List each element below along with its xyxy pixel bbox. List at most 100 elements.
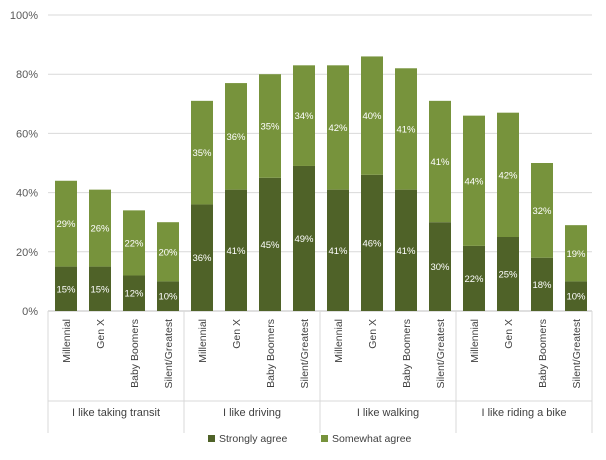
- group-label: I like driving: [223, 407, 281, 419]
- bar-segment: [497, 112, 519, 237]
- data-label: 10%: [566, 292, 586, 303]
- category-label: Baby Boomers: [129, 319, 141, 388]
- bar-segment: [361, 56, 383, 175]
- data-label: 40%: [362, 111, 382, 122]
- bar-segment: [55, 180, 77, 267]
- category-label: Baby Boomers: [265, 319, 277, 388]
- category-label: Millennial: [197, 319, 209, 363]
- legend-swatch: [208, 435, 215, 442]
- bar-segment: [89, 189, 111, 267]
- category-label: Baby Boomers: [401, 319, 413, 388]
- data-label: 10%: [158, 292, 178, 303]
- bar-segment: [55, 266, 77, 311]
- bar-segment: [463, 115, 485, 246]
- category-label: Millennial: [333, 319, 345, 363]
- y-tick-label: 40%: [16, 188, 38, 200]
- bar-segment: [191, 100, 213, 205]
- bar-segment: [565, 225, 587, 282]
- group-label: I like riding a bike: [482, 407, 567, 419]
- data-label: 36%: [226, 132, 246, 143]
- y-axis-tick-labels: 0% 20% 40% 60% 80% 100%: [10, 10, 38, 318]
- data-label: 29%: [56, 219, 76, 230]
- data-label: 41%: [226, 246, 246, 257]
- bar-segment: [463, 245, 485, 311]
- data-label: 41%: [396, 124, 416, 135]
- bar-segment: [123, 210, 145, 276]
- category-label: Silent/Greatest: [571, 319, 583, 389]
- bars: [55, 56, 587, 311]
- bar-segment: [565, 281, 587, 311]
- bar-segment: [259, 177, 281, 311]
- data-label: 41%: [396, 246, 416, 257]
- data-label: 32%: [532, 206, 552, 217]
- bar-segment: [327, 65, 349, 190]
- y-tick-label: 80%: [16, 69, 38, 81]
- data-label: 22%: [124, 238, 144, 249]
- data-label: 12%: [124, 289, 144, 300]
- y-tick-label: 100%: [10, 10, 38, 22]
- bar-segment: [293, 65, 315, 166]
- bar-segment: [157, 222, 179, 282]
- data-labels: 15% 15% 12% 10% 36% 41% 45% 49% 41% 46% 41% 30% 22% 2…: [56, 111, 586, 303]
- data-label: 19%: [566, 249, 586, 260]
- category-label: Gen X: [231, 319, 243, 349]
- data-label: 25%: [498, 270, 518, 281]
- data-label: 41%: [430, 157, 450, 168]
- legend-swatch: [321, 435, 328, 442]
- bar-segment: [531, 163, 553, 258]
- legend-label: Strongly agree: [219, 433, 287, 445]
- group-label: I like walking: [357, 407, 419, 419]
- legend: Strongly agree Somewhat agree: [208, 433, 412, 445]
- legend-label: Somewhat agree: [332, 433, 412, 445]
- bar-segment: [327, 189, 349, 311]
- data-label: 44%: [464, 176, 484, 187]
- category-label: Millennial: [469, 319, 481, 363]
- data-label: 42%: [498, 170, 518, 181]
- y-tick-label: 0%: [22, 306, 38, 318]
- data-label: 34%: [294, 111, 314, 122]
- category-label: Baby Boomers: [537, 319, 549, 388]
- data-label: 30%: [430, 262, 450, 273]
- data-label: 18%: [532, 280, 552, 291]
- bar-segment: [157, 281, 179, 311]
- group-label: I like taking transit: [72, 407, 160, 419]
- data-label: 15%: [90, 284, 110, 295]
- bar-segment: [429, 222, 451, 311]
- data-label: 15%: [56, 284, 76, 295]
- category-label: Gen X: [367, 319, 379, 349]
- data-label: 41%: [328, 246, 348, 257]
- data-label: 35%: [260, 122, 280, 133]
- bar-segment: [259, 74, 281, 178]
- data-label: 49%: [294, 234, 314, 245]
- category-label: Gen X: [95, 319, 107, 349]
- bar-segment: [225, 83, 247, 190]
- bar-segment: [395, 189, 417, 311]
- data-label: 22%: [464, 274, 484, 285]
- category-label: Millennial: [61, 319, 73, 363]
- category-label: Gen X: [503, 319, 515, 349]
- data-label: 45%: [260, 240, 280, 251]
- bar-segment: [89, 266, 111, 311]
- bar-segment: [531, 257, 553, 311]
- bar-segment: [497, 237, 519, 311]
- bar-segment: [293, 165, 315, 311]
- x-axis: Millennial Gen X Baby Boomers Silent/Greate…: [47, 311, 593, 433]
- data-label: 42%: [328, 123, 348, 134]
- category-label: Silent/Greatest: [299, 319, 311, 389]
- bar-segment: [361, 174, 383, 311]
- category-label: Silent/Greatest: [163, 319, 175, 389]
- data-label: 35%: [192, 148, 212, 159]
- data-label: 46%: [362, 238, 382, 249]
- y-tick-label: 20%: [16, 247, 38, 259]
- bar-segment: [123, 275, 145, 311]
- y-tick-label: 60%: [16, 128, 38, 140]
- bar-segment: [395, 68, 417, 190]
- data-label: 20%: [158, 247, 178, 258]
- bar-segment: [429, 100, 451, 223]
- bar-segment: [225, 189, 247, 311]
- bar-segment: [191, 204, 213, 311]
- category-label: Silent/Greatest: [435, 319, 447, 389]
- data-label: 36%: [192, 253, 212, 264]
- data-label: 26%: [90, 224, 110, 235]
